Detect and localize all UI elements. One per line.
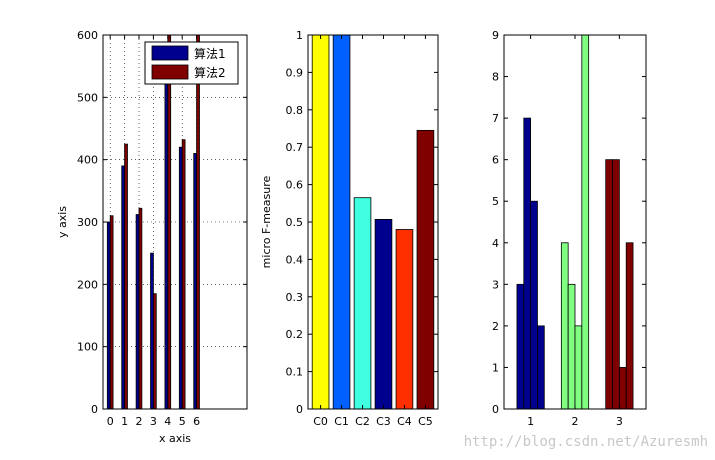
y-tick-label: 3 [492, 278, 499, 291]
bar-group-2-2 [567, 283, 576, 410]
x-tick-label: C4 [397, 415, 412, 428]
bar-series-1-cat-5 [178, 146, 183, 410]
y-tick-label: 0.7 [286, 141, 304, 154]
bar-series-1-cat-2 [135, 214, 140, 410]
bar-C1 [332, 34, 351, 410]
bar-series-2-cat-0 [109, 215, 114, 410]
y-tick-label: 4 [492, 237, 499, 250]
axes-3-yticks: 0 1 2 3 4 5 6 7 8 9 [492, 29, 646, 416]
bar-group-3-3 [618, 367, 627, 410]
y-tick-label: 600 [77, 29, 98, 42]
y-tick-label: 7 [492, 112, 499, 125]
x-tick-label: 1 [527, 415, 534, 428]
y-axis-label-2: micro F-measure [260, 175, 273, 268]
bar-C4 [395, 229, 414, 410]
bar-group-2-1 [560, 242, 569, 410]
y-tick-label: 0.1 [286, 366, 304, 379]
y-tick-label: 9 [492, 29, 499, 42]
y-tick-label: 5 [492, 195, 499, 208]
y-tick-label: 6 [492, 154, 499, 167]
axes-1-yticks: 0 100 200 300 400 500 600 [77, 29, 247, 416]
bar-C5 [416, 129, 435, 410]
y-tick-label: 1 [296, 29, 303, 42]
x-tick-label: 5 [179, 415, 186, 428]
legend-swatch-series-2 [151, 64, 189, 80]
bar-series-2-cat-5 [181, 139, 186, 410]
x-tick-label: C0 [313, 415, 328, 428]
y-tick-label: 0.3 [286, 291, 304, 304]
x-tick-label: 1 [121, 415, 128, 428]
x-tick-label: 6 [193, 415, 200, 428]
bar-group-1-3 [530, 200, 538, 410]
y-tick-label: 0 [91, 403, 98, 416]
watermark-text: http://blog.csdn.net/Azuresmh [464, 434, 708, 450]
bar-series-1-cat-4 [164, 47, 169, 410]
y-tick-label: 2 [492, 320, 499, 333]
y-tick-label: 0.6 [286, 179, 304, 192]
y-tick-label: 0.9 [286, 66, 304, 79]
bar-C2 [353, 197, 372, 410]
axes-2-yticks: 0 0.1 0.2 0.3 0.4 0.5 0.6 0.7 0.8 0.9 1 [286, 29, 438, 416]
x-axis-label: x axis [159, 432, 191, 445]
x-tick-label: C5 [418, 415, 433, 428]
legend-label-series-1: 算法1 [194, 46, 226, 61]
bar-series-1-cat-6 [193, 153, 198, 410]
y-tick-label: 400 [77, 154, 98, 167]
bar-series-1-cat-1 [121, 165, 126, 410]
legend-label-series-2: 算法2 [194, 65, 226, 80]
axes-2-xticks: C0 C1 C2 C3 C4 C5 [313, 35, 433, 428]
y-tick-label: 1 [492, 361, 499, 374]
bar-C3 [374, 218, 393, 410]
x-tick-label: 2 [572, 415, 579, 428]
y-tick-label: 0.4 [286, 253, 304, 266]
y-tick-label: 0 [296, 403, 303, 416]
bar-C0 [311, 34, 330, 410]
bar-group-1-1 [516, 283, 525, 410]
y-tick-label: 0.2 [286, 328, 304, 341]
x-tick-label: 2 [136, 415, 143, 428]
bar-series-2-cat-2 [138, 207, 143, 410]
axes-1-bars [106, 34, 200, 410]
x-tick-label: 3 [150, 415, 157, 428]
y-axis-label: y axis [56, 206, 69, 238]
x-tick-label: C2 [355, 415, 370, 428]
x-tick-label: 0 [107, 415, 114, 428]
bar-group-1-2 [523, 117, 532, 410]
bar-series-2-cat-6 [196, 34, 200, 410]
bar-group-3-2 [612, 159, 620, 410]
axes-2-bars [311, 34, 435, 410]
y-tick-label: 200 [77, 278, 98, 291]
axes-2-background [308, 35, 438, 409]
bar-group-2-3 [574, 325, 583, 410]
axes-3-xticks: 1 2 3 [527, 35, 623, 428]
y-tick-label: 0.8 [286, 104, 304, 117]
bar-series-2-cat-3 [152, 293, 157, 410]
bar-group-3-1 [605, 159, 613, 410]
bar-series-1-cat-3 [150, 252, 154, 410]
bar-series-2-cat-4 [167, 34, 172, 410]
legend: 算法1 算法2 [144, 41, 239, 85]
bar-group-3-4 [625, 242, 634, 410]
x-tick-label: C3 [376, 415, 391, 428]
x-tick-label: C1 [334, 415, 349, 428]
legend-swatch-series-1 [151, 45, 189, 61]
y-tick-label: 0.5 [286, 216, 304, 229]
y-tick-label: 300 [77, 216, 98, 229]
y-tick-label: 500 [77, 91, 98, 104]
subplot-2: 0 0.1 0.2 0.3 0.4 0.5 0.6 0.7 0.8 0.9 1 C0 C1 C2 C3 C4… [260, 29, 439, 428]
x-tick-label: 4 [164, 415, 171, 428]
bar-series-1-cat-0 [106, 221, 111, 410]
bar-group-2-4 [581, 34, 590, 410]
bar-series-2-cat-1 [124, 143, 128, 410]
y-tick-label: 100 [77, 341, 98, 354]
bar-group-1-4 [537, 325, 545, 410]
x-tick-label: 3 [616, 415, 623, 428]
y-tick-label: 8 [492, 71, 499, 84]
y-tick-label: 0 [492, 403, 499, 416]
subplot-3: 0 1 2 3 4 5 6 7 8 9 1 2 3 [492, 29, 647, 428]
